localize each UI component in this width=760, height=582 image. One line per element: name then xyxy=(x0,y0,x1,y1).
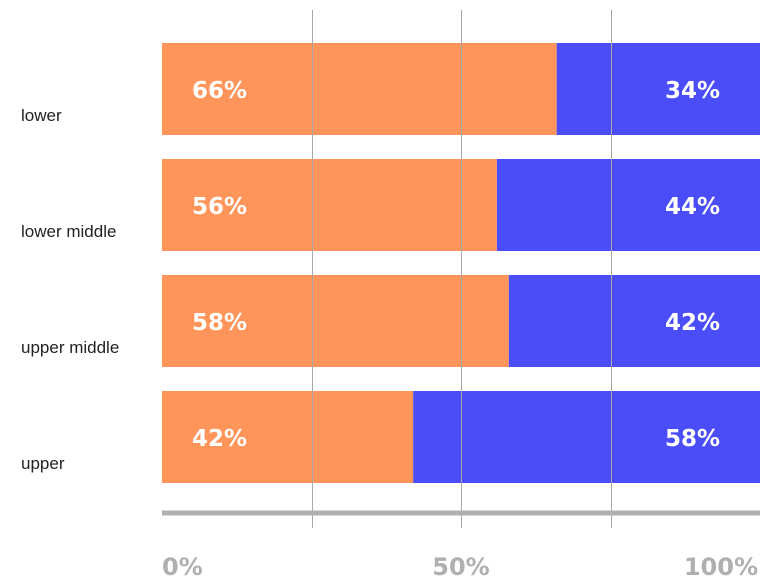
x-tick-label-50: 50% xyxy=(432,553,489,581)
data-label-2-lower-middle: 44% xyxy=(665,194,720,220)
data-label-1-upper: 42% xyxy=(192,426,247,452)
x-tick-label-0: 0% xyxy=(162,553,203,581)
data-label-2-upper-middle: 42% xyxy=(665,310,720,336)
bar-segment-1-upper xyxy=(162,391,414,483)
bar-segment-1-lower xyxy=(162,43,557,135)
axis-layer: 0% 50% 100% xyxy=(162,510,760,581)
bar-segment-1-lower-middle xyxy=(162,159,497,251)
bar-segment-2-upper-middle xyxy=(508,275,760,367)
data-label-1-lower-middle: 56% xyxy=(192,194,247,220)
category-label-upper-middle: upper middle xyxy=(21,338,119,357)
data-label-1-lower: 66% xyxy=(192,78,247,104)
bar-segment-1-upper-middle xyxy=(162,275,509,367)
bar-segment-2-upper xyxy=(413,391,760,483)
data-label-1-upper-middle: 58% xyxy=(192,310,247,336)
data-label-2-lower: 34% xyxy=(665,78,720,104)
bar-segment-2-lower xyxy=(556,43,760,135)
gridlines-layer xyxy=(312,10,612,528)
category-label-upper: upper xyxy=(21,454,65,473)
bar-segment-2-lower-middle xyxy=(496,159,760,251)
bars-layer xyxy=(162,43,760,483)
x-tick-label-100: 100% xyxy=(684,553,758,581)
data-label-2-upper: 58% xyxy=(665,426,720,452)
category-label-lower-middle: lower middle xyxy=(21,222,116,241)
labels-layer: 66% 34% lower 56% 44% lower middle 58% 42% upper… xyxy=(21,78,720,473)
category-label-lower: lower xyxy=(21,106,62,125)
